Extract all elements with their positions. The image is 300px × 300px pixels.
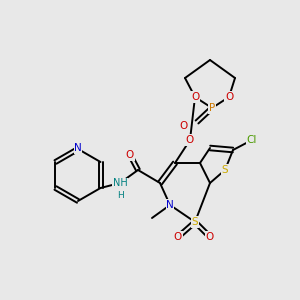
Text: P: P xyxy=(209,103,215,113)
Text: O: O xyxy=(126,150,134,160)
Text: N: N xyxy=(166,200,174,210)
Text: N: N xyxy=(74,143,82,153)
Text: S: S xyxy=(192,217,198,227)
Text: O: O xyxy=(186,135,194,145)
Text: O: O xyxy=(179,121,187,131)
Text: NH: NH xyxy=(112,178,128,188)
Text: O: O xyxy=(174,232,182,242)
Text: Cl: Cl xyxy=(247,135,257,145)
Text: O: O xyxy=(206,232,214,242)
Text: S: S xyxy=(222,165,228,175)
Text: O: O xyxy=(191,92,199,102)
Text: H: H xyxy=(118,191,124,200)
Text: O: O xyxy=(225,92,233,102)
